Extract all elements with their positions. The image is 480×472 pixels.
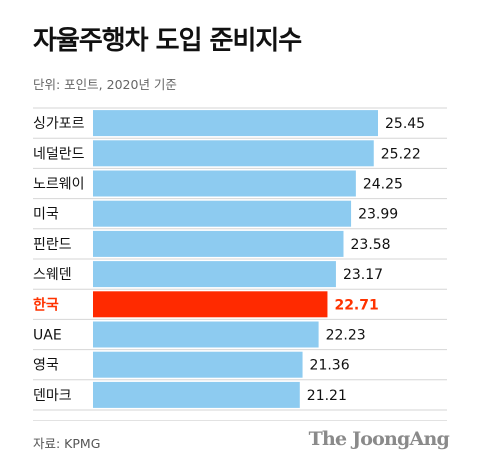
value-label: 21.36: [310, 358, 350, 374]
bar-5: [93, 230, 344, 257]
bar-2: [93, 140, 374, 167]
bar-4: [93, 200, 352, 227]
category-label: 영국: [33, 358, 59, 374]
category-label: UAE: [33, 328, 62, 344]
category-label: 네덜란드: [33, 146, 85, 162]
value-label: 22.23: [326, 328, 366, 344]
value-label: 23.17: [343, 267, 383, 283]
footer-divider: [33, 420, 447, 421]
value-label: 22.71: [334, 297, 378, 313]
bar-1: [93, 110, 378, 137]
bar-9: [93, 351, 303, 378]
category-label: 스웨덴: [33, 267, 72, 283]
category-label: 한국: [33, 297, 59, 313]
chart-subtitle: 단위: 포인트, 2020년 기준: [33, 77, 177, 92]
category-label: 노르웨이: [33, 177, 85, 193]
category-label: 핀란드: [33, 237, 72, 253]
bar-7: [93, 291, 328, 318]
value-label: 21.21: [307, 388, 347, 404]
category-label: 미국: [33, 207, 59, 223]
bar-3: [93, 170, 356, 197]
bar-6: [93, 261, 336, 288]
category-label: 덴마크: [33, 388, 72, 404]
bar-8: [93, 321, 319, 348]
value-label: 25.45: [385, 116, 425, 132]
publisher-logo: The JoongAng: [308, 428, 450, 450]
bar-10: [93, 381, 300, 408]
source-note: 자료: KPMG: [33, 436, 101, 451]
value-label: 25.22: [381, 146, 421, 162]
value-label: 23.58: [351, 237, 391, 253]
value-label: 24.25: [363, 177, 403, 193]
chart-title: 자율주행차 도입 준비지수: [33, 26, 302, 56]
category-label: 싱가포르: [33, 116, 85, 132]
value-label: 23.99: [358, 207, 398, 223]
